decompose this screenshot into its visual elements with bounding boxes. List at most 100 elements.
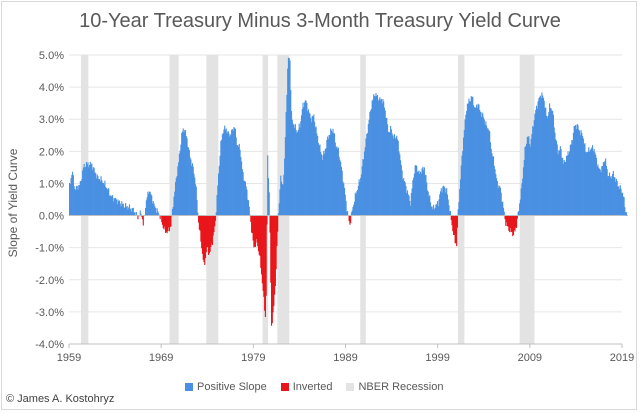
positive-slope-bar [244, 180, 246, 216]
positive-slope-bar [526, 136, 528, 216]
positive-slope-bar [149, 191, 151, 216]
positive-slope-bar [151, 195, 153, 216]
positive-slope-bar [228, 136, 230, 216]
positive-slope-bar [614, 177, 616, 216]
positive-slope-bar [100, 176, 102, 216]
inverted-bar [166, 215, 168, 234]
positive-slope-bar [537, 101, 539, 216]
positive-slope-bar [610, 175, 612, 216]
positive-slope-bar [304, 102, 306, 216]
positive-slope-bar [114, 198, 116, 216]
positive-slope-bar [395, 137, 397, 216]
positive-slope-bar [523, 159, 525, 216]
y-tick-label: -2.0% [35, 275, 64, 287]
positive-slope-bar [608, 172, 611, 216]
positive-slope-bar [321, 160, 323, 216]
positive-slope-bar [291, 119, 293, 216]
inverted-bar [269, 215, 271, 233]
positive-slope-bar [616, 180, 618, 216]
positive-slope-bar [570, 144, 572, 216]
positive-slope-bar [390, 129, 392, 216]
positive-slope-bar [278, 203, 280, 216]
positive-slope-bar [419, 173, 421, 216]
legend-swatch-inverted [280, 383, 289, 391]
positive-slope-bar [216, 195, 218, 216]
positive-slope-bar [110, 196, 112, 216]
chart-title: 10-Year Treasury Minus 3-Month Treasury … [79, 10, 561, 32]
inverted-bar [207, 215, 209, 248]
positive-slope-bar [190, 159, 192, 216]
positive-slope-bar [571, 140, 573, 216]
positive-slope-bar [226, 133, 228, 216]
positive-slope-bar [177, 166, 179, 216]
positive-slope-bar [245, 186, 247, 216]
inverted-bar [350, 215, 352, 224]
copyright-notice: © James A. Kostohryz [6, 393, 115, 405]
positive-slope-bar [458, 201, 460, 216]
positive-slope-bar [475, 107, 477, 216]
positive-slope-bar [438, 199, 440, 216]
positive-slope-bar [374, 96, 376, 216]
inverted-bar [251, 215, 253, 234]
inverted-bar [264, 215, 266, 317]
positive-slope-bar [399, 154, 401, 216]
positive-slope-bar [174, 191, 176, 216]
positive-slope-bar [218, 165, 220, 216]
positive-slope-bar [479, 109, 481, 216]
positive-slope-bar [548, 112, 550, 216]
positive-slope-bar [299, 127, 301, 216]
positive-slope-bar [486, 125, 488, 216]
positive-slope-bar [146, 197, 148, 216]
positive-slope-bar [474, 107, 476, 216]
positive-slope-bar [224, 129, 227, 216]
positive-slope-bar [279, 189, 281, 216]
positive-slope-bar [300, 115, 303, 216]
positive-slope-bar [595, 154, 597, 216]
positive-slope-bar [540, 97, 542, 216]
positive-slope-bar [542, 97, 545, 216]
inverted-bar [456, 215, 458, 228]
inverted-bar [258, 215, 260, 255]
inverted-bar [250, 215, 252, 222]
positive-slope-bar [396, 139, 399, 216]
positive-slope-bar [304, 100, 306, 216]
positive-slope-bar [615, 178, 617, 216]
positive-slope-bar [120, 206, 122, 216]
positive-slope-bar [379, 97, 381, 216]
positive-slope-bar [462, 150, 464, 216]
positive-slope-bar [564, 161, 566, 216]
inverted-bar [506, 215, 508, 227]
positive-slope-bar [543, 100, 545, 216]
inverted-bar [199, 215, 201, 231]
positive-slope-bar [376, 94, 379, 216]
positive-slope-bar [152, 201, 154, 216]
positive-slope-bar [561, 157, 563, 216]
positive-slope-bar [566, 155, 568, 216]
positive-slope-bar [476, 104, 478, 216]
inverted-bar [168, 215, 170, 232]
positive-slope-bar [233, 127, 235, 216]
positive-slope-bar [173, 196, 175, 216]
positive-slope-bar [287, 57, 290, 216]
positive-slope-bar [612, 174, 614, 216]
positive-slope-bar [533, 120, 535, 216]
positive-slope-bar [578, 129, 580, 216]
positive-slope-bar [148, 193, 150, 216]
positive-slope-bar [491, 153, 493, 216]
positive-slope-bar [547, 115, 549, 216]
positive-slope-bar [407, 194, 409, 216]
inverted-bar [169, 215, 171, 228]
inverted-bar [137, 215, 139, 220]
positive-slope-bar [111, 195, 113, 216]
positive-slope-bar [436, 201, 439, 216]
positive-slope-bar [370, 110, 372, 216]
positive-slope-bar [569, 144, 571, 216]
positive-slope-bar [102, 183, 104, 216]
positive-slope-bar [196, 200, 198, 216]
positive-slope-bar [312, 116, 314, 216]
positive-slope-bar [232, 131, 234, 216]
inverted-bar [273, 215, 275, 306]
positive-slope-bar [75, 186, 78, 216]
inverted-bar [507, 215, 509, 227]
inverted-bar [274, 215, 276, 295]
